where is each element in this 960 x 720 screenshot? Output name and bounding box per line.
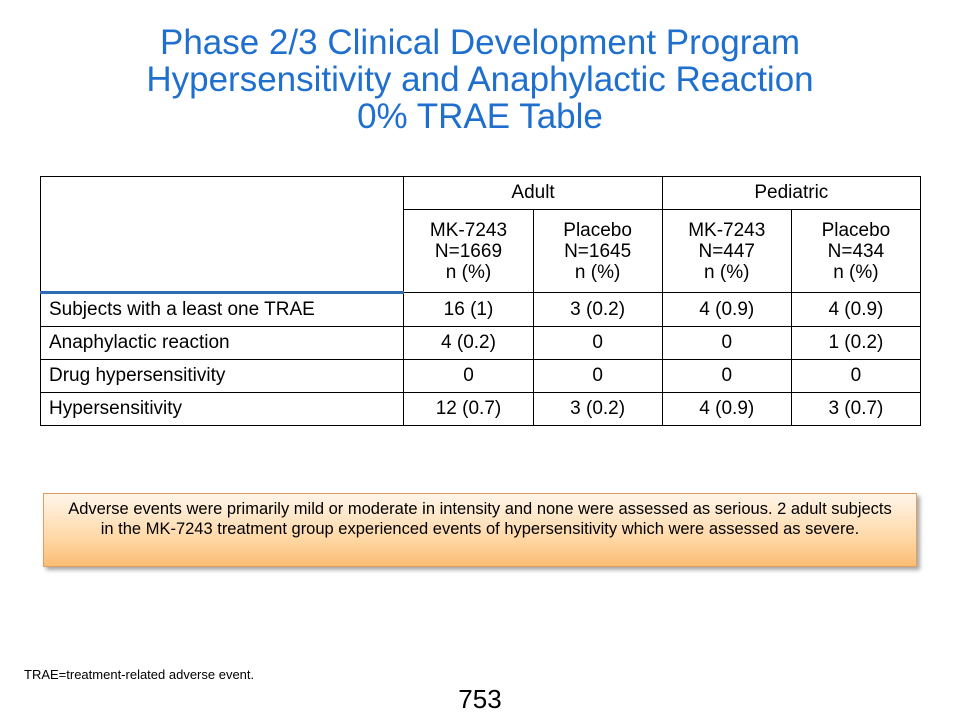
cell-value: 0 xyxy=(403,359,534,393)
column-header: MK-7243 N=447 n (%) xyxy=(661,209,792,293)
title-line-1: Phase 2/3 Clinical Development Program xyxy=(159,23,801,62)
column-header: Placebo N=1645 n (%) xyxy=(532,209,663,293)
row-label: Drug hypersensitivity xyxy=(39,359,405,393)
title-line-2: Hypersensitivity and Anaphylactic Reacti… xyxy=(146,60,814,99)
column-drug: MK-7243 xyxy=(429,219,508,241)
cell-value: 16 (1) xyxy=(403,292,534,327)
column-unit: n (%) xyxy=(445,261,492,283)
column-n: N=447 xyxy=(698,240,756,262)
cell-value: 1 (0.2) xyxy=(790,326,922,360)
abbreviation-footnote: TRAE=treatment-related adverse event. xyxy=(24,667,255,682)
cell-value: 0 xyxy=(532,326,663,360)
cell-value: 12 (0.7) xyxy=(403,392,534,426)
cell-value: 3 (0.2) xyxy=(532,292,663,327)
column-drug: Placebo xyxy=(821,219,891,241)
cell-value: 4 (0.9) xyxy=(661,392,792,426)
row-label: Subjects with a least one TRAE xyxy=(39,292,405,327)
page-number: 753 xyxy=(458,684,502,714)
cell-value: 0 xyxy=(661,326,792,360)
column-unit: n (%) xyxy=(704,261,750,283)
cell-value: 3 (0.7) xyxy=(790,392,922,426)
cell-value: 4 (0.9) xyxy=(661,292,792,327)
column-drug: MK-7243 xyxy=(688,219,766,241)
column-n: N=1669 xyxy=(434,240,503,262)
column-header: MK-7243 N=1669 n (%) xyxy=(403,209,534,293)
table-corner-cell xyxy=(39,176,405,294)
column-drug: Placebo xyxy=(563,219,632,241)
row-label: Hypersensitivity xyxy=(39,392,405,426)
trae-table: Adult Pediatric MK-7243 N=1669 n (%) Pla… xyxy=(39,176,922,426)
cell-value: 0 xyxy=(661,359,792,393)
row-label: Anaphylactic reaction xyxy=(39,326,405,360)
summary-note-box: Adverse events were primarily mild or mo… xyxy=(43,493,917,567)
cell-value: 0 xyxy=(790,359,922,393)
cell-value: 4 (0.9) xyxy=(790,292,922,327)
table-row: Subjects with a least one TRAE 16 (1) 3 … xyxy=(39,292,922,327)
table-row: Hypersensitivity 12 (0.7) 3 (0.2) 4 (0.9… xyxy=(39,392,922,426)
column-n: N=1645 xyxy=(564,240,632,262)
group-header-pediatric: Pediatric xyxy=(661,176,922,210)
cell-value: 0 xyxy=(532,359,663,393)
table-row: Drug hypersensitivity 0 0 0 0 xyxy=(39,359,922,393)
title-line-3: 0% TRAE Table xyxy=(357,97,603,136)
column-unit: n (%) xyxy=(574,261,621,283)
group-header-adult: Adult xyxy=(403,176,663,210)
cell-value: 4 (0.2) xyxy=(403,326,534,360)
column-unit: n (%) xyxy=(833,261,879,283)
slide-title: Phase 2/3 Clinical Development Program H… xyxy=(0,24,960,135)
table-row: Anaphylactic reaction 4 (0.2) 0 0 1 (0.2… xyxy=(39,326,922,360)
cell-value: 3 (0.2) xyxy=(532,392,663,426)
column-header: Placebo N=434 n (%) xyxy=(790,209,922,293)
column-n: N=434 xyxy=(827,240,885,262)
